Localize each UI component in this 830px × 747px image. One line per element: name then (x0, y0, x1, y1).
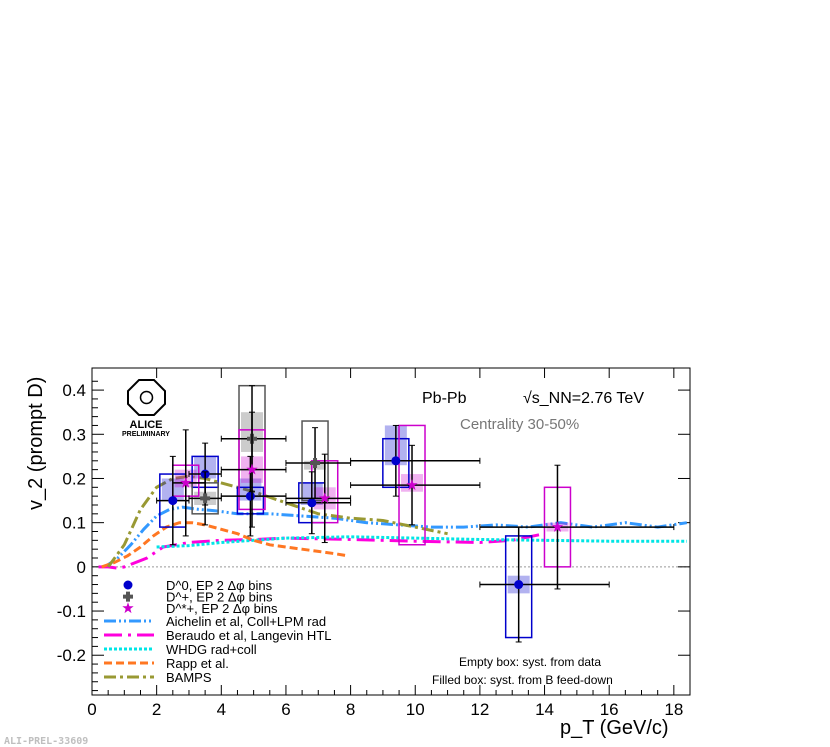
x-tick-label: 2 (152, 700, 161, 719)
model-curve (98, 532, 545, 570)
x-tick-label: 6 (281, 700, 290, 719)
model-curve (101, 521, 348, 569)
legend-label: WHDG rad+coll (166, 642, 257, 657)
legend-label: D^+, EP 2 Δφ bins (166, 590, 273, 605)
data-point (246, 463, 258, 475)
legend-label: D^0, EP 2 Δφ bins (166, 578, 273, 593)
data-point (391, 456, 401, 466)
legend-label: BAMPS (166, 670, 212, 685)
data-point (200, 493, 211, 504)
x-tick-label: 0 (87, 700, 96, 719)
y-axis-title: v_2 (prompt D) (25, 377, 47, 510)
data-point (310, 458, 321, 469)
note-filled-box: Filled box: syst. from B feed-down (432, 673, 613, 687)
system-label: Pb-Pb (422, 390, 467, 407)
data-point (168, 496, 178, 506)
x-axis-title: p_T (GeV/c) (560, 717, 669, 739)
x-tick-label: 18 (664, 700, 683, 719)
centrality-label: Centrality 30-50% (460, 416, 579, 433)
alice-logo-text: ALICE (130, 419, 163, 431)
data-point (123, 580, 133, 590)
data-point (180, 476, 192, 488)
x-tick-label: 14 (535, 700, 554, 719)
data-point (307, 498, 317, 508)
energy-label: √s_NN=2.76 TeV (523, 390, 644, 407)
y-tick-label: -0.1 (57, 602, 86, 621)
x-tick-label: 10 (406, 700, 425, 719)
data-point (406, 479, 418, 490)
x-tick-label: 12 (470, 700, 489, 719)
y-tick-label: 0.1 (62, 514, 86, 533)
legend-label: Beraudo et al, Langevin HTL (166, 628, 332, 643)
x-tick-label: 8 (346, 700, 355, 719)
y-tick-label: 0.2 (62, 469, 86, 488)
alice-preliminary-text: PRELIMINARY (122, 431, 170, 438)
note-empty-box: Empty box: syst. from data (459, 655, 601, 669)
axis-ticks: 0 2 4 6 8 10 12 14 16 18 -0.2 -0.1 0 0.1 0.2 0.3 0.4 (57, 368, 690, 719)
data-point (122, 602, 134, 614)
data-point (514, 580, 524, 590)
y-tick-label: 0.3 (62, 425, 86, 444)
legend-label: D^*+, EP 2 Δφ bins (166, 601, 278, 616)
x-tick-label: 16 (600, 700, 619, 719)
alice-logo-core (139, 390, 154, 405)
x-tick-label: 4 (217, 700, 226, 719)
y-tick-label: 0.4 (62, 381, 86, 400)
data-points (122, 384, 675, 643)
data-point (245, 491, 255, 501)
alice-logo-octagon (127, 379, 166, 416)
model-curves (98, 474, 688, 570)
alice-logo: ALICE PRELIMINARY (122, 379, 170, 438)
model-curve (106, 474, 448, 568)
data-point (319, 492, 331, 504)
legend-label: Rapp et al. (166, 656, 229, 671)
model-curve (104, 505, 688, 569)
data-point (123, 591, 133, 602)
legend-label: Aichelin et al, Coll+LPM rad (166, 614, 326, 629)
y-tick-label: 0 (77, 558, 86, 577)
data-point (551, 521, 564, 532)
preliminary-id: ALI-PREL-33609 (4, 736, 88, 747)
y-tick-label: -0.2 (57, 646, 86, 665)
